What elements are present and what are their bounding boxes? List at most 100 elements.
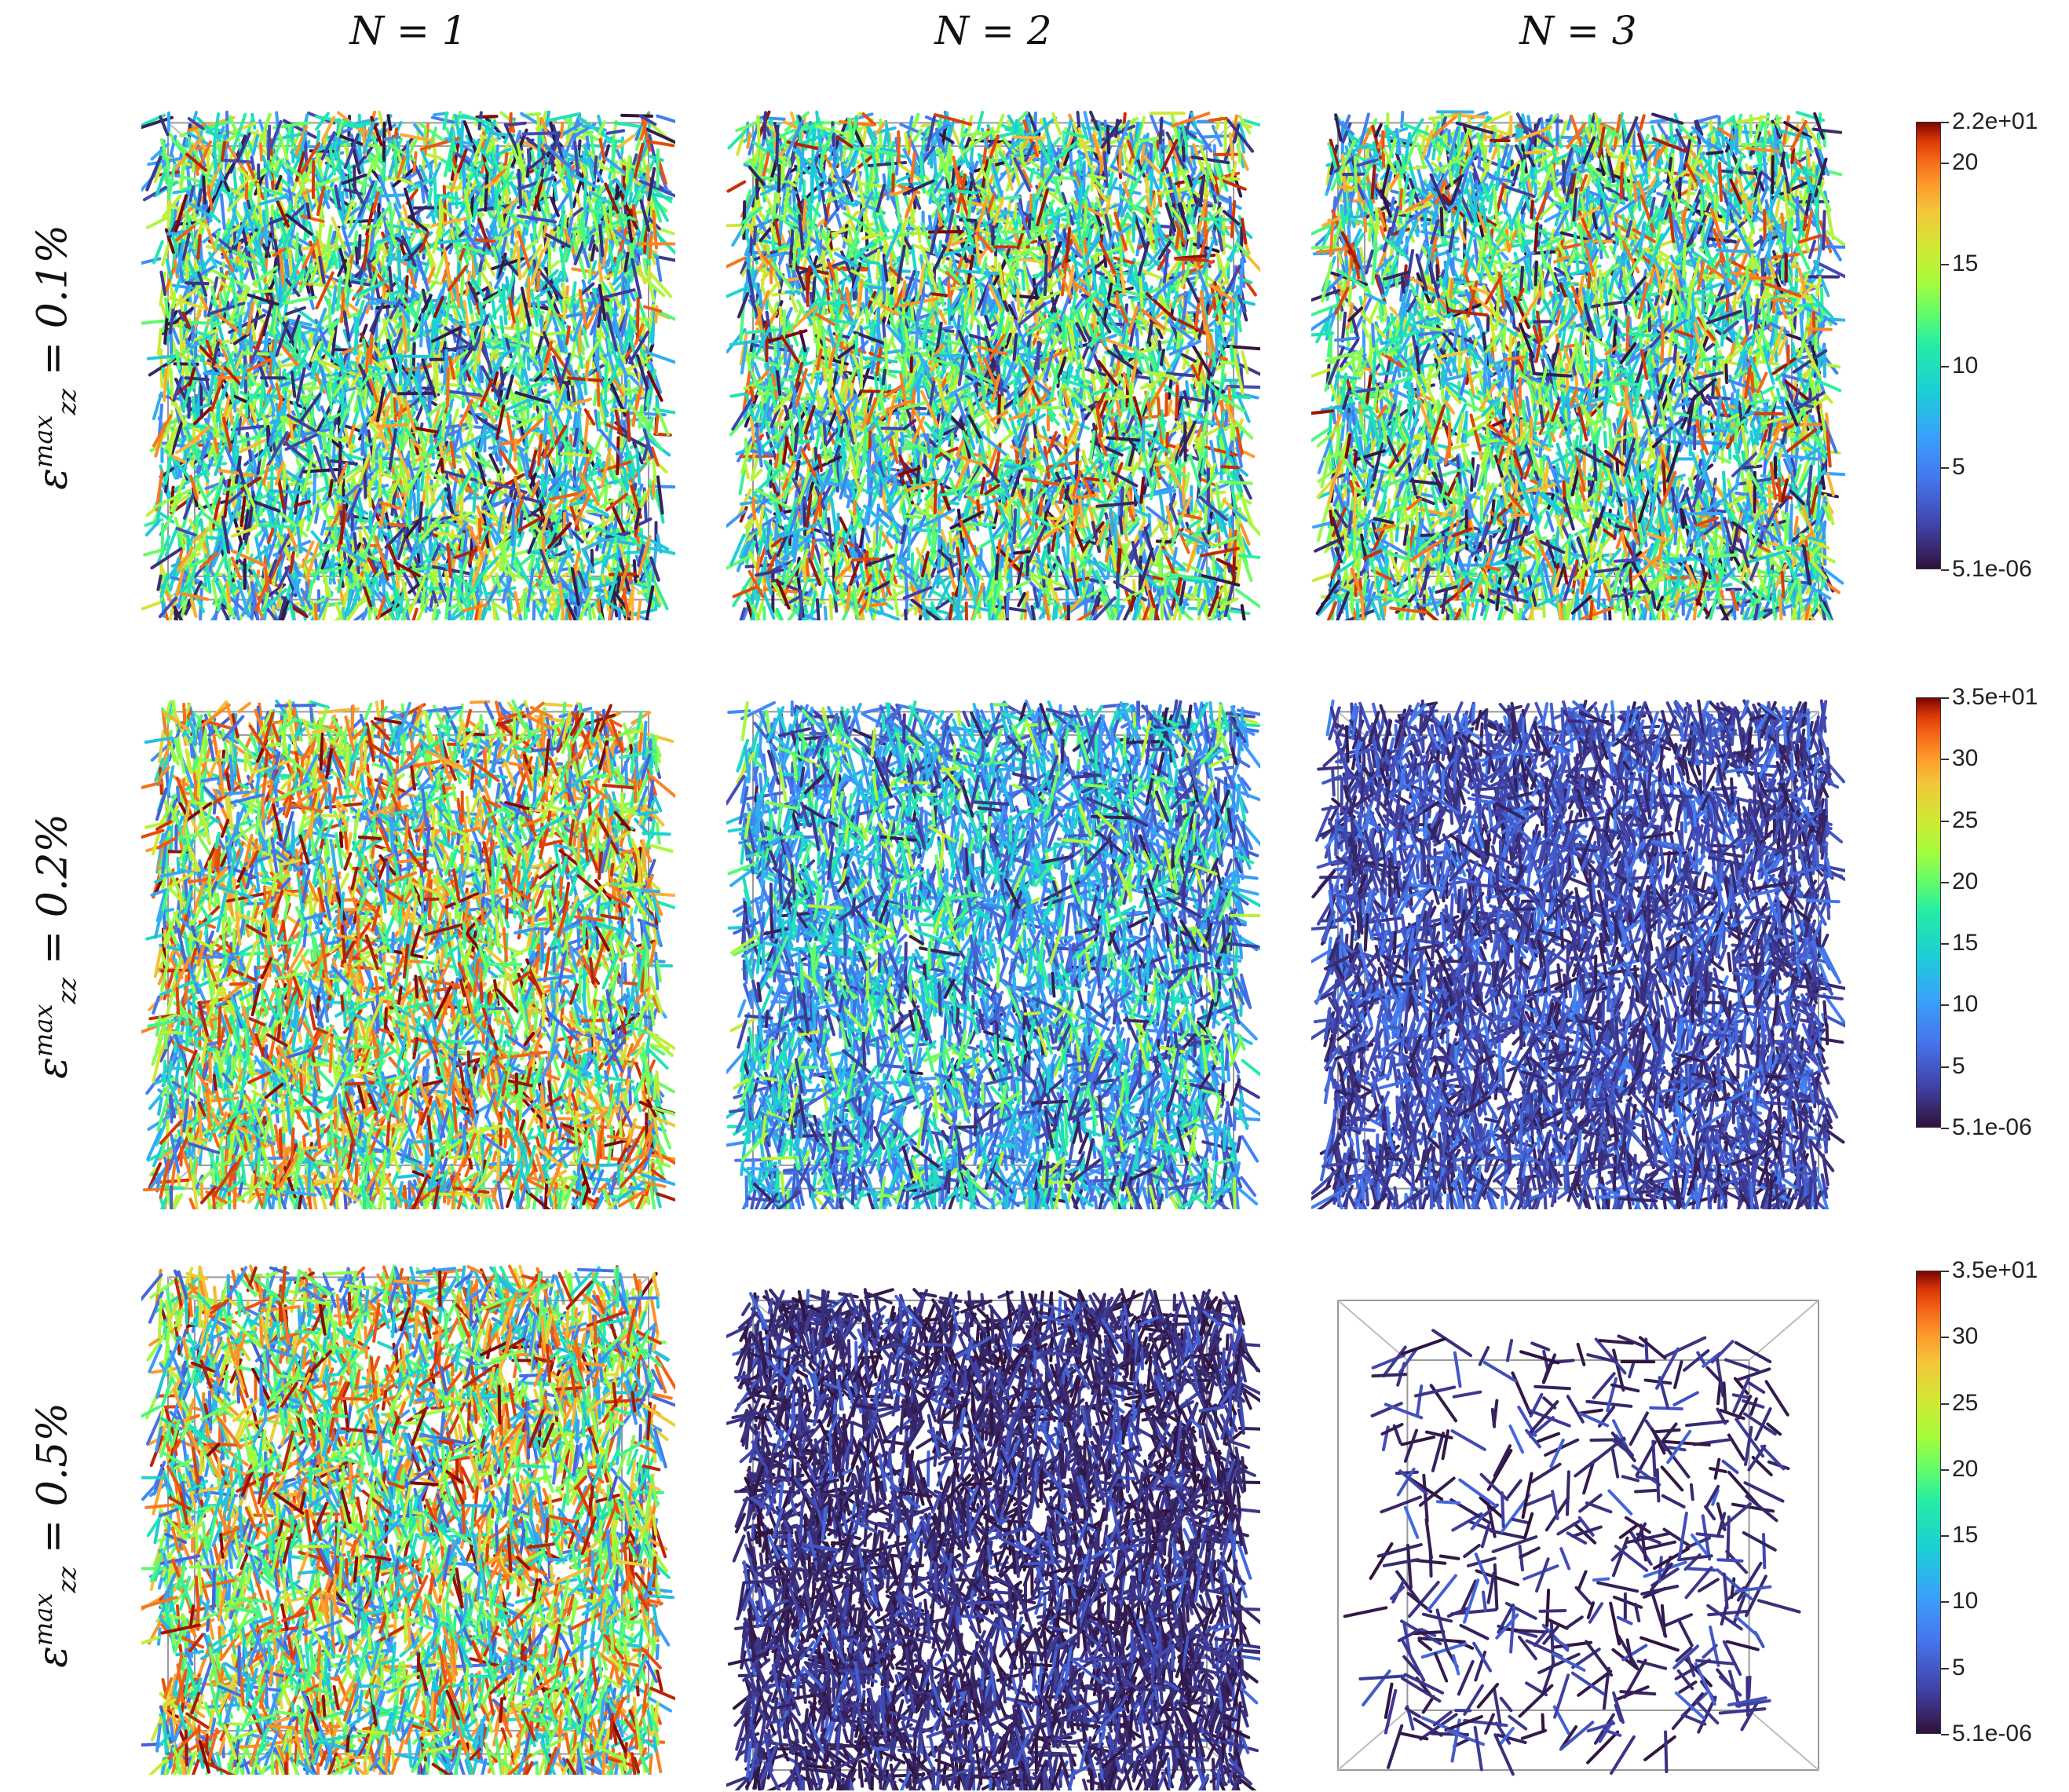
fiber-segment-group [879, 129, 1136, 243]
fiber-segment-group [1213, 321, 1227, 348]
fiber-segment-group [1329, 221, 1555, 574]
fiber-segment-group [894, 935, 1226, 1205]
fiber-segment-group [801, 1087, 1117, 1200]
fiber-segment-group [1154, 978, 1161, 1014]
fiber-segment-group [207, 830, 631, 1167]
fiber-segment-group [1499, 404, 1545, 545]
fiber-segment-group [1669, 410, 1702, 420]
fiber-segment-group [879, 134, 1146, 572]
fiber-segments [1311, 699, 1845, 1209]
fiber-segment-group [1045, 1161, 1143, 1209]
fiber-segment-group [533, 179, 544, 211]
fiber-segment-group [1340, 119, 1747, 466]
fiber-segment-group [859, 562, 866, 584]
fiber-segment-group [1399, 316, 1500, 417]
fiber-segment-group [1423, 564, 1430, 591]
fiber-segment-group [967, 414, 982, 439]
fiber-segment-group [145, 135, 415, 335]
fiber-segment-group [616, 251, 623, 271]
fiber-segment-group [174, 246, 522, 481]
fiber-segment-group [1457, 188, 1827, 620]
fiber-segment-group [400, 492, 408, 516]
fiber-segments [726, 699, 1260, 1209]
fiber-segment-group [777, 765, 1164, 1150]
fiber-segment-group [1321, 735, 1818, 1183]
fiber-segment-group [150, 341, 631, 620]
fiber-segment-group [199, 296, 484, 559]
fiber-segment-group [193, 1004, 312, 1196]
fiber-segment-group [1508, 214, 1664, 269]
fiber-segment-group [280, 517, 423, 620]
fiber-segment-group [267, 746, 532, 1194]
fiber-segment-group [945, 143, 952, 174]
fiber-segment-group [826, 517, 1047, 564]
fiber-segment-group [357, 869, 647, 991]
fiber-segment-group [742, 726, 1145, 1198]
fiber-segment-group [159, 1158, 171, 1199]
fiber-segment-group [801, 831, 1223, 869]
fiber-segment-group [850, 818, 1179, 1205]
fiber-segment-group [331, 936, 590, 997]
fiber-segment-group [197, 140, 225, 388]
fiber-segment-group [1793, 515, 1799, 536]
fiber-segment-group [152, 952, 605, 1165]
fiber-segment-group [456, 148, 468, 174]
fiber-segment-group [758, 814, 1215, 1029]
fiber-segment-group [1378, 722, 1778, 1209]
fiber-segment-group [967, 854, 1255, 1035]
fiber-segment-group [925, 927, 963, 1073]
fiber-segment-group [1538, 267, 1545, 292]
fiber-segment-group [1409, 160, 1820, 539]
fiber-segment-group [1394, 709, 1720, 1129]
fiber-segment-group [814, 736, 822, 754]
fiber-segment-group [1117, 548, 1122, 574]
fiber-segment-group [1709, 207, 1724, 243]
fiber-segment-group [737, 291, 750, 319]
fiber-segment-group [1817, 185, 1832, 212]
fiber-segment-group [1019, 355, 1142, 620]
fiber-segment-group [781, 437, 789, 465]
fiber-segment-group [774, 154, 959, 497]
fiber-segment-group [802, 385, 850, 583]
fiber-segment-group [1625, 116, 1639, 144]
fiber-segment-group [188, 934, 434, 1209]
fiber-segment-group [228, 733, 623, 1198]
fiber-segment-group [773, 452, 780, 469]
fiber-segment-group [1793, 388, 1800, 408]
fiber-segment-group [1622, 249, 1646, 285]
fiber-segment-group [1632, 182, 1638, 202]
fiber-segment-group [1212, 411, 1222, 428]
fiber-segment-group [774, 700, 1215, 1041]
fiber-segment-group [316, 248, 600, 620]
fiber-segment-group [494, 481, 528, 494]
fiber-segment-group [1619, 342, 1637, 364]
fiber-segment-group [489, 473, 525, 495]
fiber-segment-group [1006, 1041, 1017, 1073]
fiber-segment-group [165, 791, 652, 1169]
fiber-segment-group [581, 327, 590, 349]
fiber-segment-group [446, 265, 469, 579]
fiber-segment-group [1409, 199, 1830, 603]
fiber-segment-group [1387, 986, 1800, 1190]
fiber-segment-group [1750, 371, 1755, 393]
fiber-segment-group [1043, 254, 1048, 297]
fiber-segment-group [849, 934, 884, 954]
fiber-segment-group [410, 924, 422, 999]
fiber-segment-group [223, 366, 243, 386]
fiber-segment-group [1356, 183, 1779, 529]
fiber-segment-group [904, 312, 1216, 577]
fiber-segment-group [884, 222, 902, 261]
fiber-segment-group [1604, 449, 1625, 466]
fiber-segment-group [959, 519, 978, 557]
fiber-segment-group [1445, 163, 1709, 331]
fiber-segment-group [199, 755, 604, 1205]
fiber-segment-group [995, 829, 1179, 1149]
fiber-segment-group [278, 784, 386, 1158]
fiber-segment-group [784, 722, 1224, 1195]
fiber-segment-group [877, 525, 883, 551]
fiber-segment-group [357, 234, 362, 260]
fiber-segment-group [1597, 890, 1608, 927]
fiber-segment-group [192, 960, 547, 1195]
fiber-segment-group [780, 118, 1064, 620]
fiber-segment-group [984, 484, 1000, 496]
